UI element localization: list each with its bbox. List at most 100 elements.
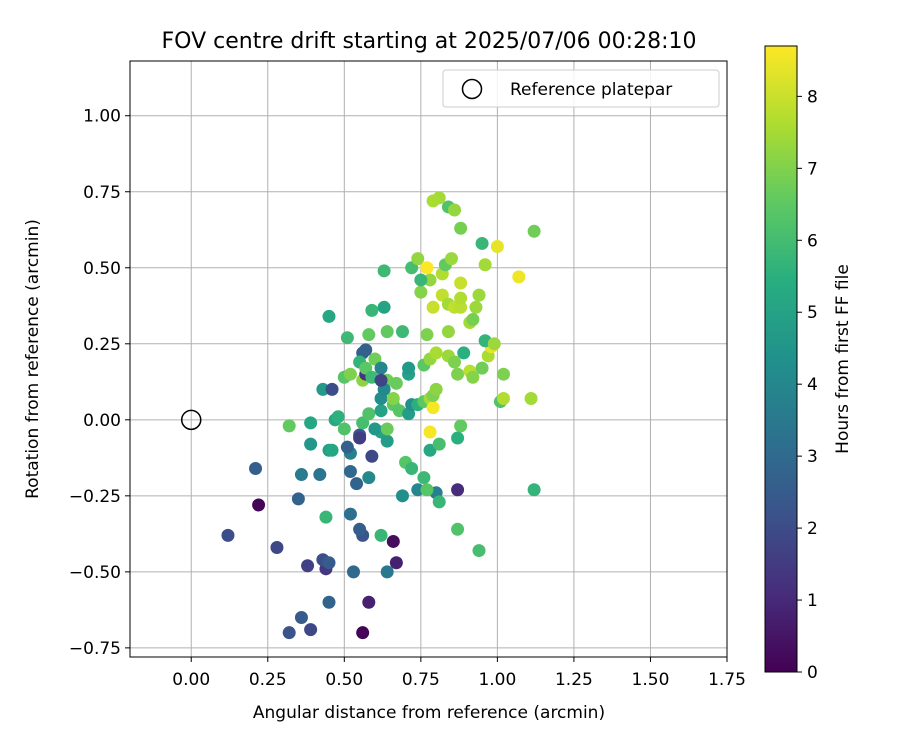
data-point (313, 468, 327, 482)
data-point (435, 288, 449, 302)
data-point (343, 507, 357, 521)
data-point (380, 422, 394, 436)
data-point (420, 483, 434, 497)
data-point (497, 392, 511, 406)
data-point (356, 416, 370, 430)
data-point (322, 309, 336, 323)
data-point (466, 370, 480, 384)
data-point (414, 273, 428, 287)
data-point (353, 431, 367, 445)
data-point (304, 437, 318, 451)
data-point (426, 300, 440, 314)
colorbar-ticks: 0 1 2 3 4 5 6 7 8 (797, 87, 818, 683)
data-point (429, 346, 443, 360)
x-tick-label: 0.50 (325, 670, 363, 690)
data-point (368, 352, 382, 366)
y-tick-label: 0.00 (83, 411, 121, 431)
colorbar-tick-label: 3 (807, 447, 818, 467)
data-point (322, 595, 336, 609)
data-point (374, 528, 388, 542)
data-point (386, 392, 400, 406)
data-point (454, 419, 468, 433)
legend-marker-icon (461, 78, 483, 100)
x-tick-label: 1.50 (632, 670, 670, 690)
data-point (377, 264, 391, 278)
data-point (325, 443, 339, 457)
data-point (359, 343, 373, 357)
data-point (322, 556, 336, 570)
data-point (395, 489, 409, 503)
data-point (423, 443, 437, 457)
data-point (441, 325, 455, 339)
y-axis-label: Rotation from reference (arcmin) (23, 219, 43, 499)
data-point (316, 382, 330, 396)
colorbar-tick-label: 4 (807, 375, 818, 395)
data-point (380, 325, 394, 339)
data-point (451, 522, 465, 536)
plot-frame (129, 60, 728, 658)
data-point (343, 367, 357, 381)
data-point (346, 565, 360, 579)
data-point (475, 236, 489, 250)
data-point (469, 300, 483, 314)
data-point (423, 273, 437, 287)
data-point (252, 498, 266, 512)
data-point (454, 291, 468, 305)
data-point (353, 522, 367, 536)
data-point (362, 328, 376, 342)
data-point (374, 373, 388, 387)
colorbar-tick-label: 0 (807, 663, 818, 683)
y-tick-label: −0.75 (69, 639, 121, 659)
data-point (294, 468, 308, 482)
data-point (331, 410, 345, 424)
data-point (497, 367, 511, 381)
data-point (432, 495, 446, 509)
data-point (362, 595, 376, 609)
data-point (512, 270, 526, 284)
data-point (411, 252, 425, 266)
x-tick-label: 1.75 (708, 670, 746, 690)
data-point (429, 382, 443, 396)
data-point (444, 252, 458, 266)
data-point (221, 528, 235, 542)
y-tick-label: −0.50 (69, 563, 121, 583)
colorbar-tick-label: 1 (807, 591, 818, 611)
data-point (490, 239, 504, 253)
data-point (402, 361, 416, 375)
data-point (448, 203, 462, 217)
data-point (356, 626, 370, 640)
data-point (472, 544, 486, 558)
data-point (340, 440, 354, 454)
data-point (414, 285, 428, 299)
data-point (411, 483, 425, 497)
data-point (475, 361, 489, 375)
data-point (395, 325, 409, 339)
data-point (350, 477, 364, 491)
data-point (374, 404, 388, 418)
data-point (304, 416, 318, 430)
data-point (270, 541, 284, 555)
data-point (466, 312, 480, 326)
x-tick-label: 1.00 (478, 670, 516, 690)
data-point (472, 288, 486, 302)
data-point (319, 510, 333, 524)
data-point (423, 425, 437, 439)
x-tick-label: 0.75 (402, 670, 440, 690)
data-point (451, 483, 465, 497)
data-point (417, 471, 431, 485)
colorbar-tick-label: 8 (807, 87, 818, 107)
y-tick-label: 0.25 (83, 335, 121, 355)
data-point (451, 431, 465, 445)
data-point (294, 610, 308, 624)
y-axis-ticks: −0.75 −0.50 −0.25 0.00 0.25 0.50 0.75 1.00 (69, 107, 130, 659)
data-point (325, 382, 339, 396)
y-tick-label: 1.00 (83, 107, 121, 127)
y-tick-label: −0.25 (69, 487, 121, 507)
data-point (426, 401, 440, 415)
data-point (420, 328, 434, 342)
data-point (454, 221, 468, 235)
data-point (454, 300, 468, 314)
data-point (527, 483, 541, 497)
data-point (374, 361, 388, 375)
reference-platepar-marker (180, 409, 202, 431)
